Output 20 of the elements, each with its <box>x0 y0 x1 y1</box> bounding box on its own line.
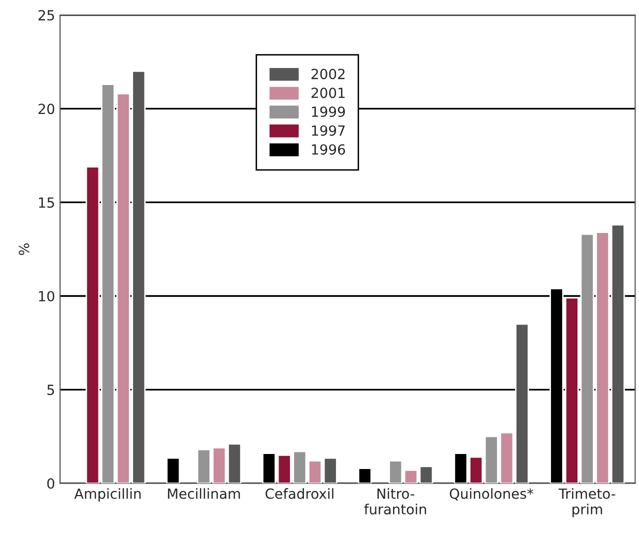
y-tick-label: 15 <box>39 197 54 208</box>
legend-label: 1996 <box>312 144 345 155</box>
bar <box>358 468 372 484</box>
legend-label: 1999 <box>312 106 345 117</box>
x-tick-label: Nitro- furantoin <box>364 488 426 514</box>
y-tick-label: 20 <box>38 104 54 114</box>
y-tick-label: 5 <box>47 384 54 396</box>
y-tick-label: 10 <box>39 290 54 302</box>
x-tick-label: Mecillinam <box>168 488 240 499</box>
legend-label: 2002 <box>312 68 344 80</box>
y-tick-label: 25 <box>38 10 54 21</box>
bar <box>166 457 180 484</box>
x-tick-label: Trimeto- prim <box>558 488 616 518</box>
x-tick-label: Cefadroxil <box>266 488 334 499</box>
y-axis-title: % <box>18 243 30 255</box>
legend-label: 2001 <box>312 88 345 98</box>
y-tick-label: 0 <box>47 478 54 489</box>
legend-label: 1997 <box>312 125 345 136</box>
x-tick-label: Ampicillin <box>74 488 141 502</box>
x-tick-label: Quinolones* <box>450 488 534 501</box>
